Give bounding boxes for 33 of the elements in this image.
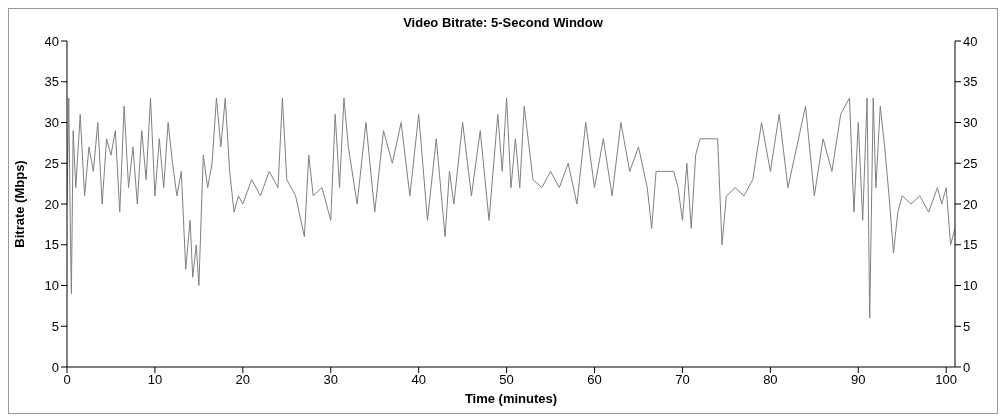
- y2-tick-label: 5: [963, 318, 971, 334]
- x-tick-label: 100: [935, 372, 958, 388]
- y2-tick-label: 0: [963, 359, 971, 375]
- y-tick-label: 25: [44, 155, 59, 171]
- x-tick-label: 0: [63, 372, 71, 388]
- y2-tick-label: 25: [963, 155, 978, 171]
- line-series: [67, 97, 955, 319]
- y2-tick-label: 20: [963, 196, 978, 212]
- y-axis-title: Bitrate (Mbps): [11, 160, 27, 248]
- chart-title: Video Bitrate: 5-Second Window: [402, 14, 604, 32]
- x-tick-label: 10: [147, 372, 163, 388]
- x-tick-label: 30: [323, 372, 338, 388]
- y-tick-label: 5: [51, 318, 59, 334]
- x-tick-label: 80: [763, 372, 778, 388]
- y-tick-label: 35: [44, 74, 59, 90]
- y2-tick-label: 35: [963, 74, 978, 90]
- y2-tick-label: 10: [963, 278, 978, 294]
- y-tick-label: 40: [44, 33, 59, 49]
- x-tick-label: 70: [675, 372, 690, 388]
- y2-tick-label: 15: [963, 237, 978, 253]
- y-tick-label: 20: [44, 196, 59, 212]
- y2-tick-label: 30: [963, 115, 978, 131]
- y-tick-label: 15: [44, 237, 59, 253]
- x-tick-label: 90: [851, 372, 866, 388]
- y-tick-label: 30: [44, 115, 59, 131]
- x-axis-title: Time (minutes): [464, 391, 558, 406]
- y-tick-label: 0: [51, 359, 59, 375]
- y-tick-label: 10: [44, 278, 59, 294]
- x-tick-label: 20: [235, 372, 251, 388]
- x-tick-label: 40: [411, 372, 426, 388]
- x-tick-label: 50: [499, 372, 514, 388]
- y2-tick-label: 40: [963, 33, 978, 49]
- x-tick-label: 60: [587, 372, 602, 388]
